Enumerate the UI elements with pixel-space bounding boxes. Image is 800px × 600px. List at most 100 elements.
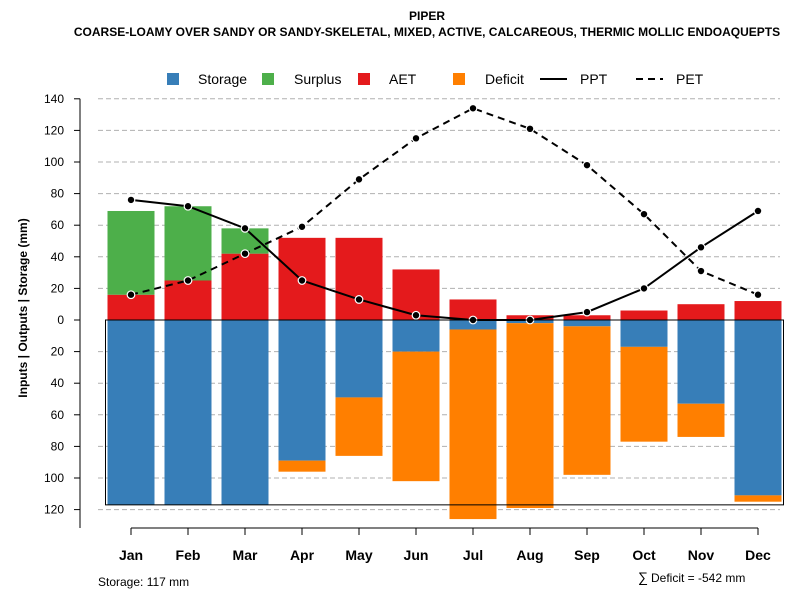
ppt-point — [297, 276, 307, 285]
deficit-bar — [734, 495, 782, 502]
storage-bar — [278, 320, 326, 461]
x-tick-label: Apr — [290, 547, 315, 563]
legend-swatch-deficit — [453, 73, 465, 85]
sum-symbol: ∑ — [638, 569, 648, 585]
x-tick-label: Mar — [233, 547, 258, 563]
chart-title: PIPER — [409, 9, 445, 23]
storage-bar — [107, 320, 155, 505]
pet-point — [468, 103, 478, 113]
deficit-bar — [563, 326, 611, 475]
y-tick-label: 40 — [51, 376, 65, 390]
pet-point — [696, 266, 706, 276]
aet-bar — [677, 304, 725, 320]
deficit-bar — [449, 329, 497, 520]
y-tick-label: 80 — [51, 187, 65, 201]
aet-bar — [563, 315, 611, 320]
axes: 140 120 100 80 60 40 20 0 20 40 60 80 100 120 Jan Feb Ma… — [44, 92, 784, 563]
deficit-bar — [677, 403, 725, 437]
y-tick-label: 80 — [51, 439, 65, 453]
pet-point — [525, 124, 535, 134]
x-tick-label: Dec — [745, 547, 771, 563]
x-tick-label: Jan — [119, 547, 143, 563]
ppt-point — [240, 223, 250, 233]
pet-line — [130, 107, 759, 296]
pet-point — [240, 249, 250, 259]
ppt-point — [354, 295, 364, 304]
deficit-bar — [392, 351, 440, 482]
legend-label-deficit: Deficit — [485, 71, 524, 87]
x-tick-label: Feb — [176, 547, 201, 563]
legend-label-surplus: Surplus — [294, 71, 341, 87]
y-tick-label: 100 — [44, 471, 64, 485]
ppt-point — [753, 206, 763, 216]
ppt-point — [582, 307, 592, 317]
legend: Storage Surplus AET Deficit PPT PET — [167, 71, 704, 87]
x-tick-label: Aug — [516, 547, 543, 563]
y-tick-label: 140 — [44, 92, 64, 106]
storage-bar — [392, 320, 440, 352]
y-tick-label: 20 — [51, 281, 65, 295]
chart-subtitle: COARSE-LOAMY OVER SANDY OR SANDY-SKELETA… — [74, 25, 780, 39]
deficit-bar — [506, 323, 554, 509]
legend-label-aet: AET — [389, 71, 417, 87]
deficit-bar — [620, 346, 668, 442]
storage-bar — [449, 320, 497, 330]
aet-bar — [734, 301, 782, 320]
y-tick-label: 120 — [44, 503, 64, 517]
deficit-bar — [278, 460, 326, 472]
pet-point — [126, 290, 136, 300]
pet-point — [354, 174, 364, 184]
aet-bar — [221, 253, 269, 320]
x-tick-label: Oct — [632, 547, 656, 563]
aet-bar — [335, 237, 383, 320]
x-tick-label: May — [345, 547, 372, 563]
legend-swatch-aet — [358, 73, 370, 85]
aet-bar — [164, 280, 212, 320]
storage-bar — [221, 320, 269, 505]
x-tick-label: Nov — [688, 547, 715, 563]
pet-point — [183, 276, 193, 285]
ppt-point — [183, 201, 193, 211]
bars — [107, 206, 782, 520]
storage-bar — [734, 320, 782, 496]
surplus-bar — [164, 206, 212, 281]
legend-swatch-surplus — [262, 73, 274, 85]
y-tick-label: 100 — [44, 155, 64, 169]
ppt-point — [696, 242, 706, 252]
storage-bar — [563, 320, 611, 327]
x-tick-label: Jun — [404, 547, 429, 563]
y-tick-label: 20 — [51, 345, 65, 359]
storage-bar — [335, 320, 383, 398]
deficit-bar — [335, 397, 383, 456]
storage-bar — [164, 320, 212, 505]
deficit-footnote: Deficit = -542 mm — [651, 571, 745, 585]
ppt-line — [130, 198, 759, 321]
storage-footnote: Storage: 117 mm — [98, 575, 189, 589]
y-tick-label: 120 — [44, 123, 64, 137]
series-lines — [126, 103, 763, 325]
ppt-point — [639, 284, 649, 293]
y-tick-label: 60 — [51, 218, 65, 232]
aet-bar — [449, 299, 497, 320]
pet-point — [753, 290, 763, 300]
y-tick-label: 60 — [51, 408, 65, 422]
legend-label-pet: PET — [676, 71, 704, 87]
aet-bar — [620, 310, 668, 320]
pet-point — [411, 133, 421, 143]
y-tick-label: 0 — [57, 313, 64, 327]
storage-bar — [620, 320, 668, 347]
legend-label-ppt: PPT — [580, 71, 608, 87]
x-tick-label: Sep — [574, 547, 600, 563]
pet-point — [297, 222, 307, 232]
x-tick-label: Jul — [463, 547, 483, 563]
pet-point — [639, 209, 649, 219]
legend-label-storage: Storage — [198, 71, 247, 87]
pet-point — [582, 160, 592, 170]
surplus-bar — [107, 210, 155, 295]
ppt-point — [411, 310, 421, 320]
ppt-point — [126, 195, 136, 205]
legend-swatch-storage — [167, 73, 179, 85]
storage-bar — [677, 320, 725, 404]
y-tick-label: 40 — [51, 250, 65, 264]
